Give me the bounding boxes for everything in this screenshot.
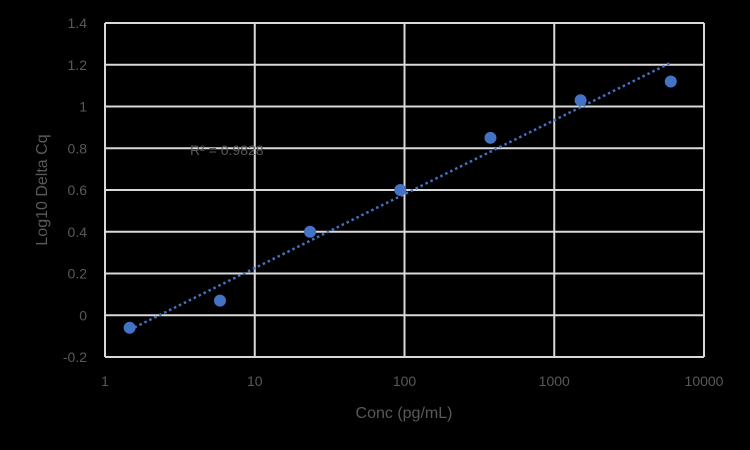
x-tick-label: 1 [101,373,109,389]
data-point [574,94,587,107]
y-tick-label: -0.2 [63,349,87,365]
y-tick-label: 1 [79,99,87,115]
trendline-line [129,61,672,331]
y-tick-label: 0.8 [68,140,88,156]
y-tick-label: 0 [79,307,87,323]
y-tick-label: 1.4 [68,15,88,31]
data-points [123,75,677,334]
data-point [123,321,136,334]
x-axis-title: Conc (pg/mL) [356,405,453,422]
r-squared-label: R² = 0.9828 [190,142,264,158]
x-tick-label: 1000 [539,373,570,389]
data-point [394,184,407,196]
y-tick-label: 0.6 [68,182,88,198]
data-point [213,294,226,307]
y-tick-label: 1.2 [68,57,88,73]
y-axis-ticks: -0.2 0 0.2 0.4 0.6 0.8 1 1.2 1.4 [63,15,87,365]
y-tick-label: 0.4 [68,224,88,240]
x-tick-label: 100 [393,373,417,389]
y-tick-label: 0.2 [68,266,88,282]
trendline [129,61,672,331]
x-axis-ticks: 1 10 100 1000 10000 [101,373,724,389]
x-tick-label: 10 [247,373,263,389]
data-point [664,75,677,88]
data-point [484,131,497,144]
y-axis-title: Log10 Delta Cq [34,134,51,245]
x-tick-label: 10000 [685,373,724,389]
data-point [304,225,317,238]
